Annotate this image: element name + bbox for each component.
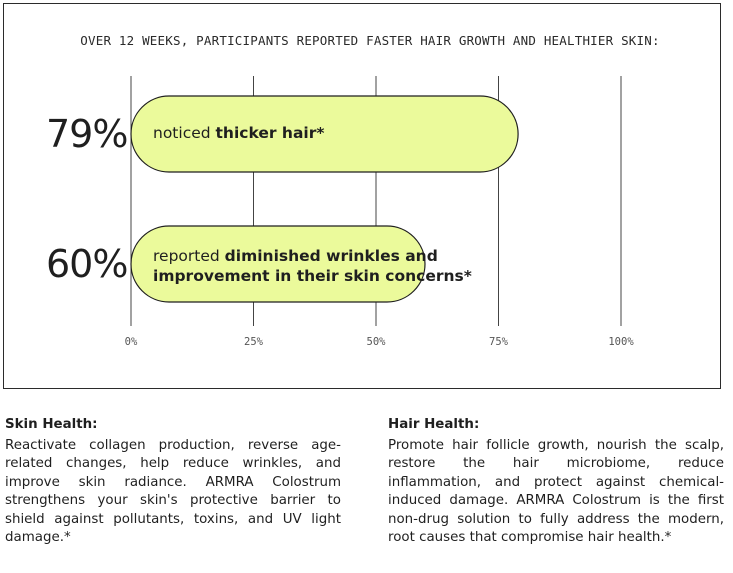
- chart-title: OVER 12 WEEKS, PARTICIPANTS REPORTED FAS…: [80, 33, 660, 48]
- skin-health-body: Reactivate collagen production, reverse …: [5, 437, 341, 546]
- hair-health-section: Hair Health: Promote hair follicle growt…: [388, 416, 724, 548]
- tick-label: 100%: [608, 336, 634, 348]
- hair-health-heading: Hair Health:: [388, 417, 480, 432]
- bar-label: noticed thicker hair*: [153, 123, 324, 143]
- skin-health-section: Skin Health: Reactivate collagen product…: [5, 416, 341, 548]
- tick-label: 25%: [244, 336, 263, 348]
- bar-label: reported diminished wrinkles and improve…: [153, 246, 472, 286]
- bar: [130, 225, 426, 303]
- bar-label-prefix: noticed: [153, 124, 216, 142]
- bars: [130, 95, 519, 303]
- tick-label: 50%: [366, 336, 386, 348]
- skin-health-heading: Skin Health:: [5, 417, 98, 432]
- bar-value-label: 79%: [46, 112, 128, 156]
- bar-label-bold: thicker hair*: [215, 124, 325, 142]
- chart-frame: [3, 3, 721, 389]
- bar-chart: [130, 76, 622, 326]
- bar-label-prefix: reported: [153, 247, 225, 265]
- bar-value-label: 60%: [46, 242, 128, 286]
- bar-label-bold: diminished wrinkles and: [224, 247, 438, 265]
- tick-label: 0%: [124, 336, 138, 348]
- bar: [130, 95, 519, 173]
- tick-label: 75%: [489, 336, 508, 348]
- hair-health-body: Promote hair follicle growth, nourish th…: [388, 437, 724, 546]
- bar-label-bold: improvement in their skin concerns*: [153, 267, 472, 285]
